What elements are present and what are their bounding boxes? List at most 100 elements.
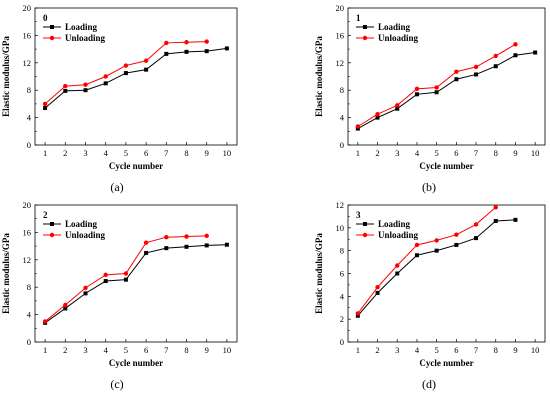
legend-label: Loading xyxy=(65,219,98,229)
y-tick-label: 12 xyxy=(336,200,345,210)
data-point-unloading xyxy=(103,272,108,278)
data-point-unloading xyxy=(204,233,209,239)
data-point-unloading xyxy=(414,242,420,248)
data-point-loading xyxy=(414,253,419,258)
x-tick-label: 10 xyxy=(531,345,540,355)
x-axis-label: Cycle number xyxy=(109,161,163,171)
y-tick-label: 4 xyxy=(340,113,345,123)
data-point-loading xyxy=(434,248,439,253)
data-point-unloading xyxy=(414,86,420,92)
y-tick-label: 16 xyxy=(23,30,32,40)
data-point-loading xyxy=(395,106,400,111)
x-axis-label: Cycle number xyxy=(419,161,473,171)
data-point-loading xyxy=(355,313,360,318)
x-tick-label: 5 xyxy=(435,345,439,355)
data-point-loading xyxy=(375,115,380,120)
y-tick-label: 8 xyxy=(27,282,31,292)
y-tick-label: 16 xyxy=(336,30,345,40)
x-tick-label: 10 xyxy=(223,345,232,355)
x-tick-label: 5 xyxy=(124,345,128,355)
legend-item-unloading: Unloading xyxy=(43,33,106,43)
y-tick-label: 20 xyxy=(23,3,32,13)
data-point-unloading xyxy=(184,234,189,239)
x-tick-label: 1 xyxy=(356,345,360,355)
y-axis-label: Elastic modulus/GPa xyxy=(314,36,324,117)
legend-marker xyxy=(49,35,55,41)
data-point-unloading xyxy=(493,53,498,59)
data-point-loading xyxy=(103,279,108,284)
x-tick-label: 3 xyxy=(83,148,87,158)
y-tick-label: 20 xyxy=(23,200,32,210)
legend-item-loading: Loading xyxy=(43,22,98,32)
data-point-loading xyxy=(184,244,189,249)
data-point-loading xyxy=(513,217,518,222)
data-point-loading xyxy=(63,88,68,93)
x-tick-label: 4 xyxy=(415,345,420,355)
y-axis-label: Elastic modulus/GPa xyxy=(314,233,324,314)
legend-label: Unloading xyxy=(65,230,106,240)
y-tick-label: 0 xyxy=(340,337,344,347)
data-point-unloading xyxy=(63,302,68,308)
legend-marker xyxy=(49,232,55,238)
x-tick-label: 8 xyxy=(494,345,498,355)
data-point-unloading xyxy=(143,240,149,245)
data-point-loading xyxy=(164,51,169,56)
panel-caption: (b) xyxy=(422,180,436,194)
panel-tag: 1 xyxy=(356,13,361,23)
legend-label: Loading xyxy=(65,22,98,32)
data-point-unloading xyxy=(355,311,361,316)
data-point-unloading xyxy=(434,85,439,90)
data-point-loading xyxy=(204,243,209,248)
legend-label: Unloading xyxy=(378,33,419,43)
x-tick-label: 5 xyxy=(435,148,439,158)
y-tick-label: 6 xyxy=(340,269,344,279)
data-point-unloading xyxy=(395,103,400,108)
legend-marker xyxy=(50,222,54,226)
y-tick-label: 4 xyxy=(340,291,345,301)
x-tick-label: 8 xyxy=(184,148,188,158)
data-point-unloading xyxy=(143,58,149,63)
data-point-unloading xyxy=(375,111,380,117)
data-point-loading xyxy=(43,106,48,111)
x-tick-label: 3 xyxy=(395,148,399,158)
x-tick-label: 3 xyxy=(83,345,87,355)
data-point-unloading xyxy=(63,83,68,89)
y-tick-label: 8 xyxy=(340,85,344,95)
x-tick-label: 6 xyxy=(144,148,148,158)
data-point-loading xyxy=(184,49,189,54)
data-point-loading xyxy=(224,242,229,247)
x-tick-label: 7 xyxy=(474,148,478,158)
y-tick-label: 12 xyxy=(23,255,32,265)
legend-marker xyxy=(362,35,368,41)
legend-item-loading: Loading xyxy=(356,219,411,229)
series-line-unloading xyxy=(357,206,497,314)
x-tick-label: 5 xyxy=(124,148,128,158)
x-tick-label: 7 xyxy=(164,148,168,158)
data-point-loading xyxy=(123,277,128,282)
data-point-unloading xyxy=(375,285,380,290)
x-tick-label: 2 xyxy=(63,148,67,158)
data-point-loading xyxy=(204,49,209,54)
data-point-loading xyxy=(224,46,229,51)
x-tick-label: 1 xyxy=(43,345,47,355)
y-tick-label: 0 xyxy=(340,140,344,150)
panel-caption: (c) xyxy=(110,377,123,391)
data-point-loading xyxy=(414,92,419,97)
legend-label: Loading xyxy=(378,22,411,32)
x-tick-label: 7 xyxy=(164,345,168,355)
data-point-loading xyxy=(164,246,169,251)
data-point-unloading xyxy=(454,69,459,74)
x-tick-label: 6 xyxy=(454,148,458,158)
x-tick-label: 10 xyxy=(531,148,540,158)
data-point-loading xyxy=(103,81,108,86)
legend-item-unloading: Unloading xyxy=(43,230,106,240)
y-tick-label: 12 xyxy=(336,58,345,68)
x-tick-label: 9 xyxy=(513,345,517,355)
data-point-loading xyxy=(454,77,459,82)
data-point-unloading xyxy=(493,205,498,210)
data-point-unloading xyxy=(42,319,48,324)
data-point-unloading xyxy=(42,101,48,107)
